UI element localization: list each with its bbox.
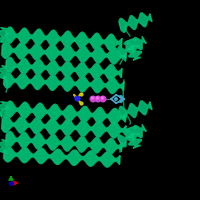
Polygon shape [6, 57, 122, 80]
Circle shape [96, 97, 99, 99]
Polygon shape [2, 116, 126, 138]
Circle shape [120, 100, 122, 102]
Circle shape [120, 96, 122, 98]
Circle shape [100, 96, 106, 102]
Circle shape [91, 97, 94, 99]
Polygon shape [124, 127, 142, 148]
Polygon shape [0, 65, 10, 79]
Polygon shape [118, 37, 146, 59]
Polygon shape [0, 28, 10, 43]
Circle shape [95, 96, 101, 102]
Polygon shape [118, 125, 146, 147]
Polygon shape [0, 139, 10, 153]
Polygon shape [4, 72, 124, 94]
Circle shape [101, 97, 104, 99]
Polygon shape [4, 147, 120, 167]
Circle shape [90, 96, 96, 102]
Polygon shape [6, 27, 122, 50]
Polygon shape [2, 42, 126, 64]
Polygon shape [124, 39, 142, 60]
Polygon shape [0, 102, 10, 117]
Polygon shape [119, 101, 152, 120]
Polygon shape [6, 101, 126, 125]
Polygon shape [6, 131, 122, 154]
Polygon shape [119, 13, 152, 32]
Circle shape [115, 98, 117, 100]
